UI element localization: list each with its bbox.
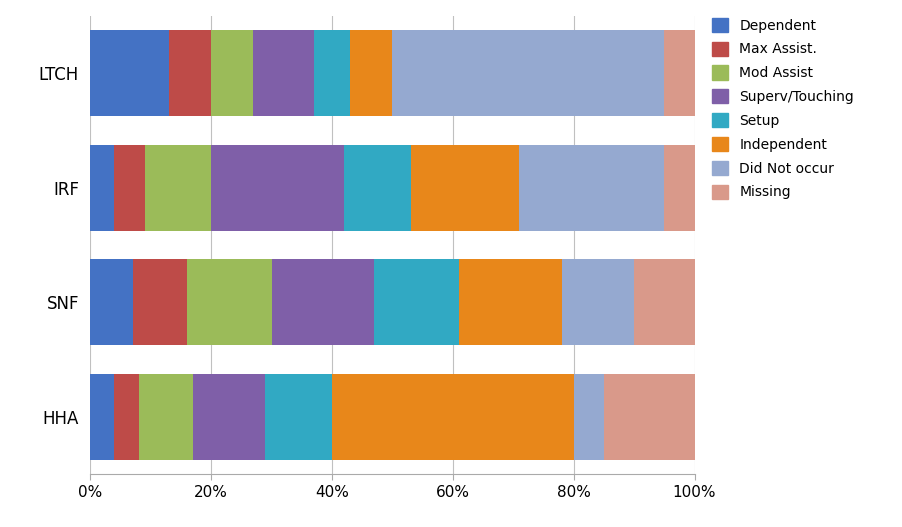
Bar xyxy=(133,259,187,345)
Bar xyxy=(139,374,193,460)
Bar xyxy=(392,30,664,116)
Bar xyxy=(211,145,344,231)
Bar xyxy=(193,374,265,460)
Bar xyxy=(187,259,272,345)
Bar xyxy=(253,30,314,116)
Bar xyxy=(520,145,664,231)
Bar xyxy=(169,30,211,116)
Bar xyxy=(459,259,562,345)
Bar xyxy=(115,374,139,460)
Bar xyxy=(144,145,211,231)
Legend: Dependent, Max Assist., Mod Assist, Superv/Touching, Setup, Independent, Did Not: Dependent, Max Assist., Mod Assist, Supe… xyxy=(707,14,859,203)
Bar xyxy=(90,374,115,460)
Bar xyxy=(634,259,695,345)
Bar xyxy=(350,30,392,116)
Bar xyxy=(115,145,144,231)
Bar xyxy=(90,30,169,116)
Bar xyxy=(314,30,350,116)
Bar xyxy=(344,145,410,231)
Bar xyxy=(272,259,374,345)
Bar xyxy=(562,259,634,345)
Bar xyxy=(664,30,695,116)
Bar xyxy=(574,374,603,460)
Bar xyxy=(604,374,695,460)
Bar xyxy=(211,30,253,116)
Bar xyxy=(90,259,133,345)
Bar xyxy=(332,374,574,460)
Bar xyxy=(374,259,459,345)
Bar xyxy=(90,145,115,231)
Bar xyxy=(410,145,520,231)
Bar xyxy=(664,145,695,231)
Bar xyxy=(265,374,332,460)
